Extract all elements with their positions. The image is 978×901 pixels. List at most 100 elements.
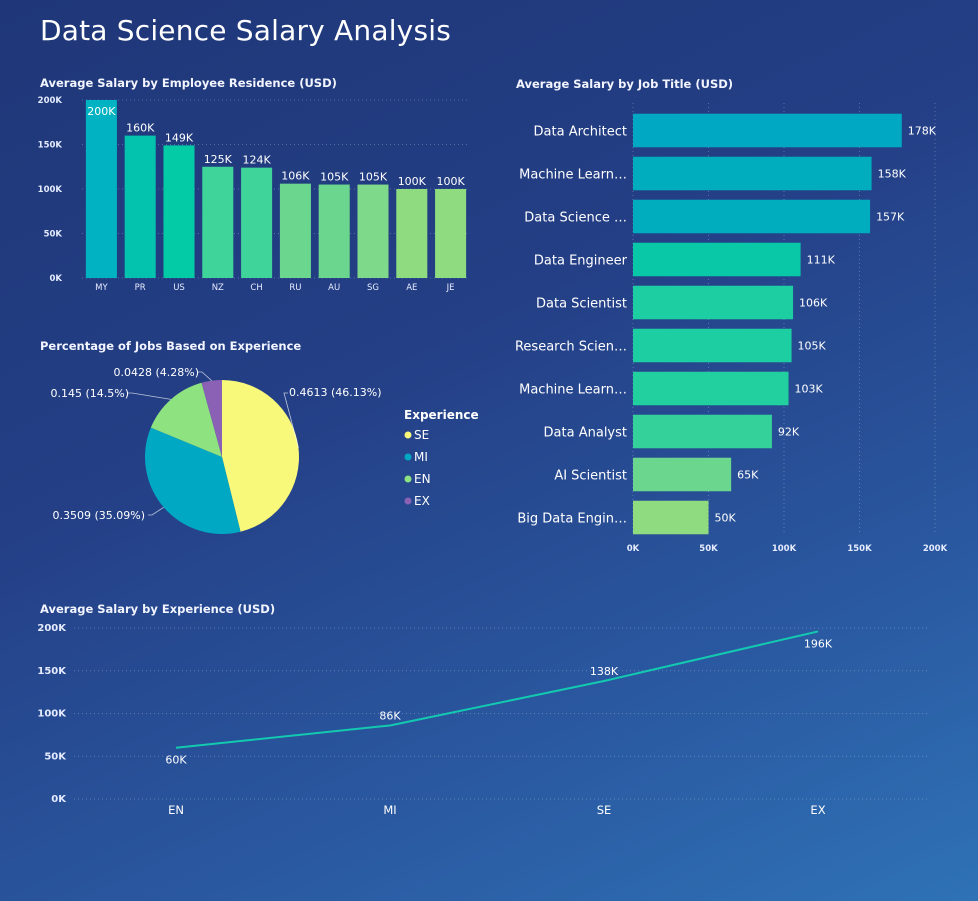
residence-xtick: US [173, 283, 185, 293]
residence-bar [85, 100, 117, 278]
residence-data-label: 149K [165, 131, 194, 144]
pie-slice-label: 0.0428 (4.28%) [113, 366, 199, 379]
jobtitle-chart-title: Average Salary by Job Title (USD) [516, 77, 734, 91]
jobtitle-category-label: Machine Learn… [519, 383, 627, 398]
jobtitle-category-label: Machine Learn… [519, 168, 627, 183]
pie-leader-line [148, 506, 164, 516]
residence-ytick: 150K [38, 141, 63, 151]
residence-xtick: AU [328, 283, 340, 293]
residence-bar [163, 145, 195, 278]
line-data-label: 138K [590, 665, 619, 678]
jobtitle-category-label: Big Data Engin… [517, 512, 627, 527]
pie-legend-label: SE [414, 428, 429, 442]
residence-bar [124, 135, 156, 278]
line-series [175, 630, 819, 749]
jobtitle-bar [633, 328, 792, 363]
residence-bar [396, 189, 428, 278]
line-xtick: EX [810, 803, 825, 817]
jobtitle-category-label: AI Scientist [554, 469, 627, 484]
line-xtick: EN [168, 803, 184, 817]
jobtitle-data-label: 157K [876, 211, 905, 224]
jobtitle-bar [633, 113, 902, 148]
pie-slice-label: 0.145 (14.5%) [50, 387, 129, 400]
jobtitle-data-label: 50K [715, 512, 737, 525]
pie-legend-title: Experience [404, 408, 479, 422]
pie-leader-line [198, 371, 212, 381]
jobtitle-bar [633, 457, 732, 492]
residence-ytick: 0K [49, 274, 62, 284]
experience-line-chart: 0K 50K 100K 150K 200K 60K EN 86K MI 138K SE 196K EX [37, 623, 930, 817]
jobtitle-bar [633, 156, 872, 191]
residence-data-label: 106K [281, 170, 310, 183]
residence-ytick: 50K [44, 230, 63, 240]
line-ytick: 150K [37, 666, 67, 677]
residence-xtick: CH [250, 283, 262, 293]
residence-xtick: AE [406, 283, 417, 293]
residence-bar [357, 184, 389, 278]
jobtitle-category-label: Data Science … [524, 211, 627, 226]
pie-legend-label: EX [414, 494, 430, 508]
line-xtick: SE [597, 803, 612, 817]
line-data-label: 86K [379, 709, 401, 722]
line-ytick: 0K [51, 794, 67, 805]
jobtitle-xtick: 100K [772, 544, 797, 554]
residence-ytick: 200K [38, 96, 63, 106]
jobtitle-xtick: 0K [627, 544, 640, 554]
residence-xtick: NZ [212, 283, 224, 293]
residence-data-label: 200K [87, 105, 116, 118]
pie-slice-label: 0.4613 (46.13%) [289, 386, 382, 399]
jobtitle-data-label: 111K [807, 254, 836, 267]
jobtitle-bar [633, 500, 709, 535]
jobtitle-xtick: 50K [699, 544, 718, 554]
jobtitle-category-label: Data Analyst [544, 426, 627, 441]
pie-slice-label: 0.3509 (35.09%) [52, 509, 145, 522]
jobtitle-category-label: Research Scien… [515, 340, 627, 355]
residence-data-label: 125K [204, 153, 233, 166]
residence-bar [318, 184, 350, 278]
residence-data-label: 124K [242, 154, 271, 167]
residence-bar [279, 183, 311, 278]
line-ytick: 200K [37, 623, 67, 634]
pie-legend-marker [404, 431, 412, 439]
experience-pie-chart: 0.4613 (46.13%) 0.3509 (35.09%) 0.145 (14.… [50, 366, 479, 534]
jobtitle-bar [633, 414, 772, 449]
jobtitle-bar [633, 371, 789, 406]
residence-bar [435, 189, 467, 278]
jobtitle-data-label: 92K [778, 426, 800, 439]
jobtitle-xtick: 200K [923, 544, 948, 554]
pie-slice-mi [144, 427, 241, 534]
residence-data-label: 160K [126, 122, 155, 135]
residence-data-label: 100K [398, 175, 427, 188]
residence-data-label: 100K [436, 175, 465, 188]
pie-legend-label: MI [414, 450, 428, 464]
residence-xtick: MY [95, 283, 108, 293]
residence-bar [202, 166, 234, 278]
pie-leader-line [128, 392, 172, 400]
pie-slice-ex [201, 380, 222, 457]
jobtitle-category-label: Data Scientist [536, 297, 627, 312]
jobtitle-data-label: 178K [908, 125, 937, 138]
jobtitle-bar [633, 285, 794, 320]
pie-chart-title: Percentage of Jobs Based on Experience [40, 339, 302, 353]
jobtitle-data-label: 158K [878, 168, 907, 181]
residence-xtick: RU [289, 283, 301, 293]
pie-legend-marker [404, 475, 412, 483]
line-chart-title: Average Salary by Experience (USD) [40, 602, 276, 616]
line-data-label: 60K [165, 754, 187, 767]
residence-bar [241, 167, 273, 278]
pie-legend-marker [404, 453, 412, 461]
residence-xtick: JE [446, 283, 455, 293]
line-data-label: 196K [804, 637, 833, 650]
line-xtick: MI [383, 803, 396, 817]
jobtitle-data-label: 105K [798, 340, 827, 353]
jobtitle-data-label: 65K [737, 469, 759, 482]
residence-ytick: 100K [38, 185, 63, 195]
jobtitle-bar [633, 242, 801, 277]
pie-legend-label: EN [414, 472, 431, 486]
jobtitle-category-label: Data Engineer [534, 254, 628, 269]
jobtitle-data-label: 106K [799, 297, 828, 310]
jobtitle-data-label: 103K [795, 383, 824, 396]
pie-leader-line [283, 392, 299, 448]
jobtitle-bar-chart: 0K 50K 100K 150K 200K 178K Data Architect 158K M… [515, 103, 948, 554]
pie-slice-en [150, 382, 222, 457]
